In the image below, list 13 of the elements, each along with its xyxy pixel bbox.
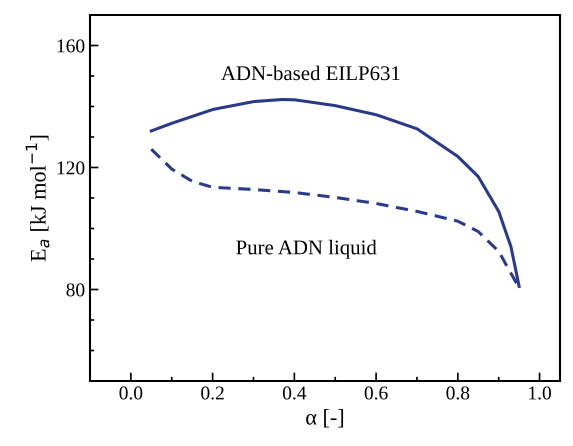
y-tick-label: 120	[58, 161, 84, 174]
x-axis-title: α [-]	[306, 409, 344, 428]
x-tick-label: 0.6	[364, 386, 388, 400]
x-tick-label: 0.0	[119, 386, 142, 400]
y-axis-title: E$_{a}$ [kJ mol$^{−1}$]	[26, 136, 50, 262]
x-tick-label: 0.4	[282, 386, 306, 400]
x-tick-label: 1.0	[529, 386, 551, 400]
y-tick-label: 80	[66, 283, 84, 296]
y-tick-label: 160	[58, 39, 84, 52]
series-label: ADN-based EILP631	[221, 66, 400, 80]
x-tick-label: 0.8	[446, 386, 470, 400]
series-label: Pure ADN liquid	[236, 240, 377, 259]
x-tick-label: 0.2	[201, 386, 224, 400]
